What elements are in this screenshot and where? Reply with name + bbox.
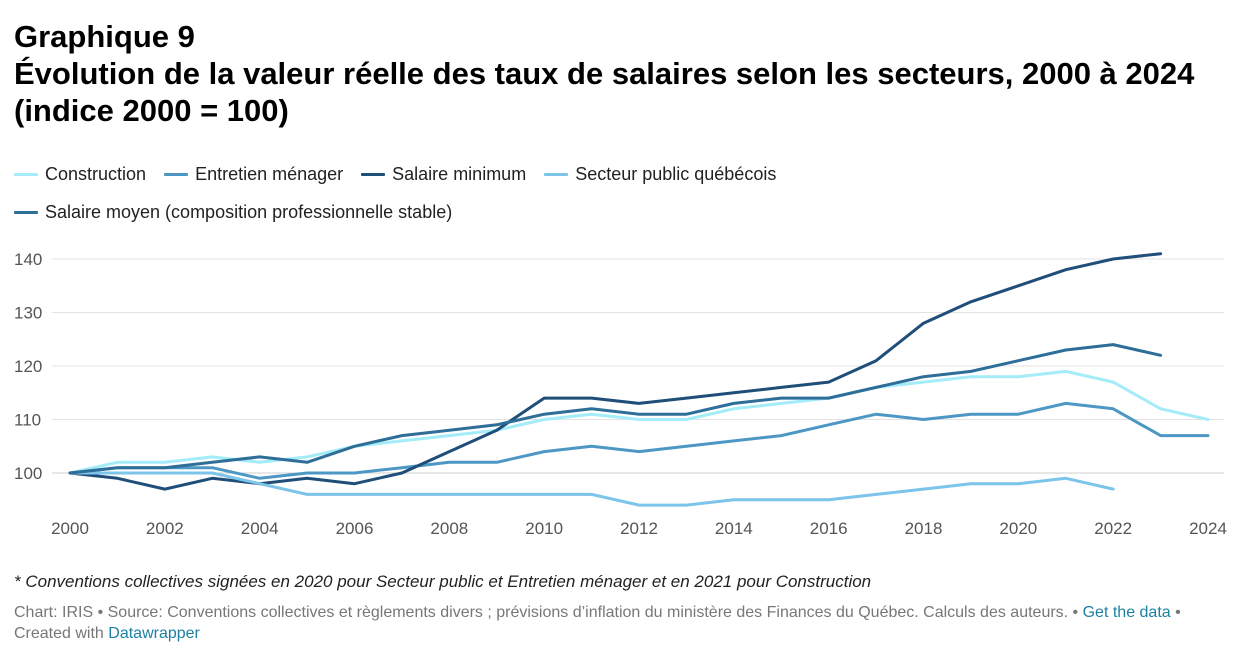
- chart-title: Graphique 9 Évolution de la valeur réell…: [14, 18, 1224, 129]
- x-tick-label-2022: 2022: [1094, 519, 1132, 538]
- legend-swatch-secteur-public: [544, 172, 569, 176]
- chart-title-line1: Graphique 9: [14, 19, 195, 54]
- x-tick-label-2008: 2008: [430, 519, 468, 538]
- legend-swatch-entretien-menager: [164, 172, 189, 176]
- x-tick-label-2018: 2018: [905, 519, 943, 538]
- series-line-0: [68, 369, 1210, 475]
- legend-item-secteur-public: Secteur public québécois: [544, 164, 776, 185]
- legend-item-salaire-moyen: Salaire moyen (composition professionnel…: [14, 202, 452, 223]
- source-text: Chart: IRIS • Source: Conventions collec…: [14, 604, 1083, 621]
- y-tick-label-110: 110: [14, 411, 41, 430]
- y-tick-label-100: 100: [14, 464, 42, 483]
- series-line-3: [68, 471, 1115, 507]
- x-tick-label-2000: 2000: [51, 519, 89, 538]
- legend-item-construction: Construction: [14, 164, 146, 185]
- x-tick-label-2002: 2002: [146, 519, 184, 538]
- footnote: * Conventions collectives signées en 202…: [14, 572, 872, 591]
- x-tick-label-2020: 2020: [999, 519, 1037, 538]
- legend-label-salaire-moyen: Salaire moyen (composition professionnel…: [45, 201, 453, 222]
- line-chart: 100 110 120 130 140 2000 2002 2004 2006 2008 2010 2…: [14, 250, 1227, 538]
- y-tick-label-130: 130: [14, 304, 42, 323]
- series-line-4: [68, 343, 1163, 475]
- x-tick-label-2004: 2004: [241, 519, 279, 538]
- legend: Construction Entretien ménager Salaire m…: [14, 160, 1214, 236]
- x-tick-label-2016: 2016: [810, 519, 848, 538]
- chart-title-line2: Évolution de la valeur réelle des taux d…: [14, 56, 1195, 128]
- legend-row-2: Salaire moyen (composition professionnel…: [14, 198, 1214, 226]
- datawrapper-link[interactable]: Datawrapper: [108, 625, 200, 642]
- legend-item-entretien-menager: Entretien ménager: [164, 164, 343, 185]
- legend-label-construction: Construction: [45, 163, 147, 184]
- x-tick-label-2024: 2024: [1189, 519, 1227, 538]
- x-tick-label-2006: 2006: [336, 519, 374, 538]
- legend-item-salaire-minimum: Salaire minimum: [361, 164, 526, 185]
- legend-swatch-salaire-moyen: [14, 210, 38, 214]
- legend-row-1: Construction Entretien ménager Salaire m…: [14, 160, 1214, 188]
- y-tick-label-120: 120: [14, 357, 42, 376]
- legend-swatch-salaire-minimum: [361, 172, 386, 176]
- source-line: Chart: IRIS • Source: Conventions collec…: [14, 602, 1234, 644]
- get-data-link[interactable]: Get the data: [1082, 604, 1171, 621]
- created-with-text: • Created with: [14, 604, 1181, 642]
- x-tick-label-2014: 2014: [715, 519, 753, 538]
- series-line-1: [68, 401, 1210, 480]
- legend-label-entretien-menager: Entretien ménager: [195, 163, 344, 184]
- series-line-2: [68, 252, 1163, 491]
- legend-label-secteur-public: Secteur public québécois: [575, 163, 777, 184]
- x-tick-label-2010: 2010: [525, 519, 563, 538]
- legend-label-salaire-minimum: Salaire minimum: [392, 163, 527, 184]
- legend-swatch-construction: [14, 172, 38, 176]
- y-tick-label-140: 140: [14, 250, 42, 269]
- x-tick-label-2012: 2012: [620, 519, 658, 538]
